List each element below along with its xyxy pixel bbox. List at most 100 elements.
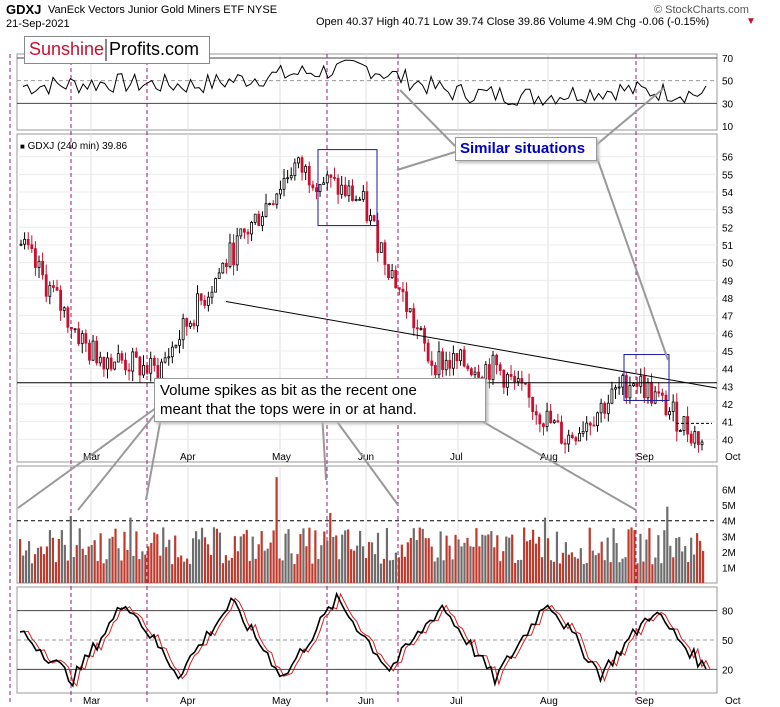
volume-bar	[454, 534, 457, 583]
candle-body	[95, 340, 99, 364]
candle-body	[304, 165, 308, 173]
volume-bar	[230, 557, 233, 583]
volume-bar	[45, 546, 49, 583]
volume-bar	[508, 537, 511, 583]
volume-bar	[439, 531, 442, 583]
candle-body	[279, 188, 282, 195]
volume-bar	[248, 560, 251, 583]
volume-bar	[221, 563, 225, 583]
volume-bar	[266, 548, 269, 583]
volume-bar	[329, 512, 332, 583]
price-tick: 52	[722, 223, 734, 234]
candle-body	[163, 357, 167, 363]
rsi-tick: 50	[722, 77, 734, 88]
volume-bar	[39, 546, 43, 583]
volume-tick: 5M	[722, 501, 736, 512]
volume-bar	[81, 548, 84, 583]
volume-bar	[496, 535, 499, 583]
pointer-volume-1	[17, 404, 161, 509]
volume-bar	[376, 532, 380, 583]
candle-body	[570, 434, 574, 439]
pointer-similar-4	[594, 151, 669, 361]
candle-body	[379, 242, 383, 253]
candle-body	[261, 216, 264, 226]
chevron-down-icon[interactable]: ▼	[746, 16, 756, 27]
volume-bar	[96, 560, 99, 583]
volume-bar	[356, 545, 359, 583]
candle-body	[441, 351, 444, 371]
volume-bar	[254, 558, 257, 583]
volume-bar	[275, 477, 278, 583]
candle-body	[556, 420, 560, 423]
volume-bar	[412, 528, 415, 583]
candle-body	[354, 199, 358, 201]
candle-body	[102, 356, 106, 370]
volume-bar	[191, 538, 195, 583]
stoch-tick: 80	[722, 607, 734, 618]
volume-bar	[332, 537, 335, 583]
volume-bar	[278, 558, 281, 583]
candle-body	[390, 270, 394, 279]
candle-body	[23, 238, 27, 245]
volume-bar	[147, 546, 150, 583]
candle-body	[343, 184, 347, 197]
candle-body	[347, 185, 351, 197]
volume-bar	[466, 537, 469, 583]
volume-bar	[612, 528, 615, 583]
candle-body	[488, 364, 491, 380]
volume-bar	[117, 548, 120, 583]
volume-bar	[609, 562, 612, 583]
volume-bar	[359, 530, 362, 583]
candle-body	[369, 215, 372, 222]
candle-body	[614, 387, 617, 390]
volume-bar	[424, 538, 427, 583]
volume-bar	[636, 563, 639, 583]
volume-bar	[579, 548, 582, 583]
candle-body	[397, 287, 401, 290]
volume-bar	[699, 540, 702, 583]
volume-bar	[57, 538, 60, 583]
volume-bar	[335, 535, 338, 583]
volume-bar	[51, 537, 55, 583]
volume-bar	[409, 537, 412, 583]
volume-bar	[227, 560, 230, 583]
volume-tick: 3M	[722, 532, 736, 543]
rsi-tick: 10	[722, 122, 734, 133]
top-box-sep	[623, 354, 670, 401]
volume-bar	[33, 554, 37, 583]
volume-bar	[284, 533, 287, 583]
volume-tick: 2M	[722, 548, 736, 559]
volume-bar	[87, 546, 90, 583]
candle-body	[19, 243, 23, 246]
candle-body	[88, 342, 91, 361]
candle-body	[578, 432, 581, 442]
candle-body	[120, 353, 124, 361]
candle-body	[66, 307, 70, 328]
volume-bar	[555, 531, 559, 583]
volume-bar	[141, 551, 144, 583]
stoch-xtick: Mar	[83, 696, 101, 707]
ohlc-readout: Open 40.37 High 40.71 Low 39.74 Close 39…	[316, 16, 710, 28]
sunshine-profits-logo: Sunshine Profits.com	[24, 36, 210, 64]
volume-bar	[224, 555, 227, 583]
candle-body	[91, 340, 95, 361]
volume-bar	[481, 534, 484, 583]
volume-bar	[251, 536, 254, 583]
candle-body	[700, 441, 704, 446]
volume-bar	[600, 541, 603, 583]
volume-bar	[534, 543, 538, 583]
stoch-xtick: Jul	[450, 696, 463, 707]
security-name: VanEck Vectors Junior Gold Miners ETF NY…	[48, 4, 278, 16]
volume-bar	[457, 539, 460, 583]
panel-rsi	[16, 53, 718, 131]
volume-bar	[367, 542, 371, 583]
volume-bar	[114, 528, 117, 583]
similar-situations-text: Similar situations	[460, 140, 586, 157]
logo-part-sunshine: Sunshine	[29, 39, 105, 59]
candle-body	[448, 359, 452, 369]
volume-bar	[427, 538, 430, 583]
candle-body	[671, 401, 675, 412]
candle-body	[383, 242, 387, 265]
candle-body	[657, 391, 661, 394]
